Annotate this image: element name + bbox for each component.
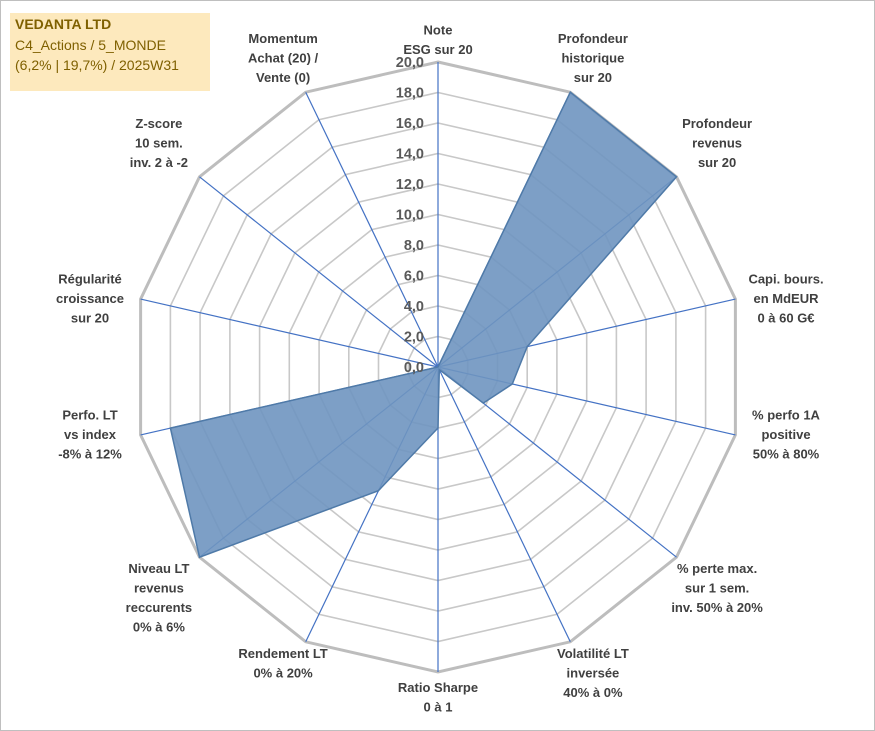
axis-label: Rendement LT 0% à 20% bbox=[238, 646, 327, 681]
axis-label-line: Volatilité LT bbox=[557, 646, 629, 661]
axis-label-line: reccurents bbox=[126, 600, 192, 615]
axis-label: % perte max. sur 1 sem. inv. 50% à 20% bbox=[671, 561, 763, 615]
axis-label: Profondeur revenus sur 20 bbox=[682, 116, 752, 170]
tick-label: 10,0 bbox=[396, 208, 424, 224]
axis-label-line: 0 à 60 G€ bbox=[757, 311, 814, 326]
title-stats: (6,2% | 19,7%) / 2025W31 bbox=[15, 57, 179, 73]
tick-label: 16,0 bbox=[396, 116, 424, 132]
axis-label-line: Note bbox=[424, 23, 453, 38]
tick-label: 2,0 bbox=[404, 330, 424, 346]
axis-label: Ratio Sharpe 0 à 1 bbox=[398, 680, 478, 715]
axis-spoke bbox=[140, 298, 439, 368]
axis-label-line: Niveau LT bbox=[128, 561, 189, 576]
series-area bbox=[169, 91, 678, 559]
tick-label: 18,0 bbox=[396, 86, 424, 102]
axis-label: Niveau LT revenus reccurents 0% à 6% bbox=[126, 561, 192, 635]
axis-label-line: Ratio Sharpe bbox=[398, 680, 478, 695]
axis-label-line: Achat (20) / bbox=[248, 51, 318, 66]
axis-label: Volatilité LT inversée 40% à 0% bbox=[557, 646, 629, 700]
axis-label-line: inv. 2 à -2 bbox=[130, 155, 188, 170]
axis-label-line: historique bbox=[561, 51, 624, 66]
chart-title-box: VEDANTA LTD C4_Actions / 5_MONDE (6,2% |… bbox=[10, 13, 210, 91]
axis-label: Perfo. LT vs index -8% à 12% bbox=[58, 407, 122, 461]
axis-spoke bbox=[305, 91, 439, 368]
axis-label-line: sur 1 sem. bbox=[685, 581, 749, 596]
axis-label-line: 0 à 1 bbox=[424, 700, 453, 715]
axis-label-line: vs index bbox=[64, 427, 117, 442]
axis-label-line: % perte max. bbox=[677, 561, 757, 576]
axis-label-line: Vente (0) bbox=[256, 70, 310, 85]
axis-label-line: Profondeur bbox=[558, 31, 628, 46]
tick-label: 12,0 bbox=[396, 177, 424, 193]
axis-label-line: 0% à 6% bbox=[133, 620, 185, 635]
axis-label-line: 50% à 80% bbox=[753, 446, 820, 461]
tick-label: 8,0 bbox=[404, 238, 424, 254]
axis-label-line: sur 20 bbox=[71, 311, 109, 326]
axis-spoke bbox=[199, 176, 439, 368]
axis-label-line: 0% à 20% bbox=[253, 665, 313, 680]
title-company: VEDANTA LTD bbox=[15, 16, 112, 32]
axis-label: Profondeur historique sur 20 bbox=[558, 31, 628, 85]
axis-label-line: sur 20 bbox=[698, 155, 736, 170]
axis-label-line: inversée bbox=[567, 665, 620, 680]
tick-label: 0,0 bbox=[404, 360, 424, 376]
axis-label: Z-score 10 sem. inv. 2 à -2 bbox=[130, 116, 188, 170]
axis-label-line: revenus bbox=[134, 581, 184, 596]
axis-label: Note ESG sur 20 bbox=[403, 23, 472, 58]
axis-label: % perfo 1A positive 50% à 80% bbox=[752, 407, 821, 461]
axis-label-line: en MdEUR bbox=[754, 291, 820, 306]
axis-label: Capi. bours. en MdEUR 0 à 60 G€ bbox=[748, 272, 823, 326]
axis-label-line: Rendement LT bbox=[238, 646, 327, 661]
axis-label-line: Régularité bbox=[58, 272, 122, 287]
axis-label-line: 10 sem. bbox=[135, 135, 183, 150]
axis-label-line: Profondeur bbox=[682, 116, 752, 131]
axis-label-line: inv. 50% à 20% bbox=[671, 600, 763, 615]
axis-label-line: Perfo. LT bbox=[62, 407, 117, 422]
axis-label-line: % perfo 1A bbox=[752, 407, 821, 422]
tick-label: 4,0 bbox=[404, 299, 424, 315]
axis-spoke bbox=[437, 366, 571, 643]
axis-label-line: positive bbox=[761, 427, 810, 442]
axis-label-line: 40% à 0% bbox=[563, 685, 623, 700]
axis-label-line: Z-score bbox=[135, 116, 182, 131]
axis-label-line: croissance bbox=[56, 291, 124, 306]
tick-label: 20,0 bbox=[396, 55, 424, 71]
axis-label-line: Capi. bours. bbox=[748, 272, 823, 287]
axis-label-line: -8% à 12% bbox=[58, 446, 122, 461]
axis-label-line: sur 20 bbox=[574, 70, 612, 85]
axis-label: Régularité croissance sur 20 bbox=[56, 272, 124, 326]
axis-label-line: revenus bbox=[692, 135, 742, 150]
axis-label: Momentum Achat (20) / Vente (0) bbox=[248, 31, 318, 85]
tick-label: 6,0 bbox=[404, 269, 424, 285]
title-category: C4_Actions / 5_MONDE bbox=[15, 36, 166, 53]
axis-label-line: Momentum bbox=[248, 31, 317, 46]
tick-label: 14,0 bbox=[396, 147, 424, 163]
axis-label-line: ESG sur 20 bbox=[403, 42, 472, 57]
